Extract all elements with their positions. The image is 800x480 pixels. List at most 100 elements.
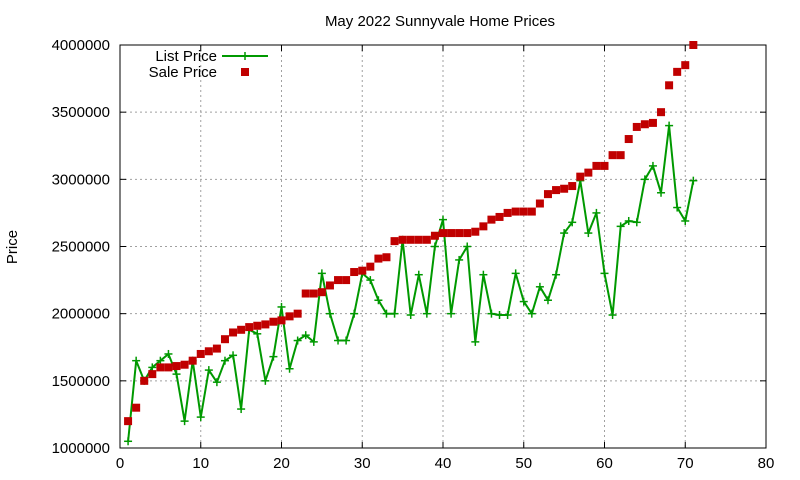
sale-price-point: [479, 222, 488, 231]
list-price-point: [511, 269, 520, 278]
list-price-point: [156, 356, 165, 365]
x-tick-label: 20: [273, 455, 290, 472]
y-tick-label: 2000000: [52, 306, 110, 323]
list-price-point: [301, 331, 310, 340]
sale-price-point: [277, 316, 286, 325]
sale-price-point: [665, 81, 674, 90]
sale-price-point: [293, 309, 302, 318]
list-price-point: [229, 351, 238, 360]
sale-price-point: [309, 289, 318, 298]
legend-label-list-price: List Price: [155, 48, 217, 65]
sale-price-point: [406, 235, 415, 244]
list-price-point: [648, 161, 657, 170]
list-price-point: [568, 218, 577, 227]
sale-price-point: [463, 229, 472, 238]
y-tick-label: 2500000: [52, 239, 110, 256]
sale-price-point: [358, 266, 367, 275]
list-price-point: [600, 269, 609, 278]
list-price-point: [334, 336, 343, 345]
sale-price-point: [519, 207, 528, 216]
plot-border: [119, 44, 767, 449]
sale-price-point: [204, 347, 213, 356]
list-price-point: [366, 276, 375, 285]
list-price-point: [132, 356, 141, 365]
list-price-point: [543, 296, 552, 305]
series-line-list-price: [127, 124, 695, 442]
sale-price-point: [212, 344, 221, 353]
list-price-point: [495, 311, 504, 320]
x-tick-label: 50: [515, 455, 532, 472]
list-price-point: [414, 270, 423, 279]
legend-label-sale-price: Sale Price: [149, 64, 217, 81]
legend-marker-list-price: [241, 52, 249, 60]
sale-price-point: [447, 229, 456, 238]
x-tick-label: 30: [354, 455, 371, 472]
list-price-point: [673, 203, 682, 212]
list-price-point: [665, 121, 674, 130]
sale-price-point: [382, 253, 391, 262]
y-axis-label: Price: [4, 230, 21, 264]
chart-title: May 2022 Sunnyvale Home Prices: [325, 13, 555, 30]
sale-price-point: [334, 276, 343, 285]
sale-price-point: [196, 349, 205, 358]
sale-price-point: [172, 362, 181, 371]
sale-price-point: [390, 237, 399, 246]
list-price-point: [406, 311, 415, 320]
sale-price-point: [624, 135, 633, 144]
sale-price-point: [237, 325, 246, 334]
list-price-point: [689, 176, 698, 185]
legend-marker-sale-price: [241, 68, 249, 76]
list-price-point: [503, 311, 512, 320]
sale-price-point: [180, 360, 189, 369]
x-tick-label: 0: [116, 455, 124, 472]
x-tick-label: 10: [192, 455, 209, 472]
sale-price-point: [398, 235, 407, 244]
x-tick-label: 80: [758, 455, 775, 472]
list-price-point: [455, 255, 464, 264]
legend: List Price Sale Price: [149, 48, 268, 81]
list-price-point: [447, 309, 456, 318]
sale-price-point: [681, 61, 690, 70]
sale-price-point: [455, 229, 464, 238]
list-price-point: [471, 337, 480, 346]
sale-price-point: [439, 229, 447, 238]
sale-price-point: [689, 41, 698, 49]
sale-price-point: [422, 235, 431, 244]
list-price-point: [293, 336, 302, 345]
data-layer: [124, 41, 698, 446]
list-price-point: [584, 229, 593, 238]
list-price-point: [172, 370, 181, 379]
sale-price-point: [487, 215, 496, 224]
list-price-point: [237, 405, 246, 414]
y-tick-label: 4000000: [52, 37, 110, 54]
x-tick-label: 70: [677, 455, 694, 472]
sale-price-point: [269, 317, 278, 326]
sale-price-point: [350, 268, 359, 277]
sale-price-point: [164, 363, 173, 372]
list-price-point: [317, 269, 326, 278]
sale-price-point: [374, 254, 383, 263]
sale-price-point: [148, 370, 157, 379]
list-price-point: [527, 309, 536, 318]
list-price-point: [657, 188, 666, 197]
sale-price-point: [503, 208, 512, 217]
list-price-point: [196, 413, 205, 422]
list-price-point: [439, 215, 447, 224]
y-tick-label: 1500000: [52, 373, 110, 390]
list-price-point: [212, 378, 221, 387]
sale-price-point: [632, 122, 641, 131]
sale-price-point: [124, 417, 133, 426]
x-tick-label: 40: [435, 455, 452, 472]
grid: [120, 45, 766, 448]
sale-price-point: [156, 363, 165, 372]
list-price-point: [608, 311, 617, 320]
list-price-point: [124, 437, 133, 446]
list-price-point: [269, 352, 278, 361]
list-price-point: [390, 309, 399, 318]
list-price-point: [277, 302, 286, 311]
sale-price-point: [535, 199, 544, 208]
list-price-point: [309, 337, 318, 346]
list-price-point: [535, 282, 544, 291]
list-price-point: [220, 356, 229, 365]
